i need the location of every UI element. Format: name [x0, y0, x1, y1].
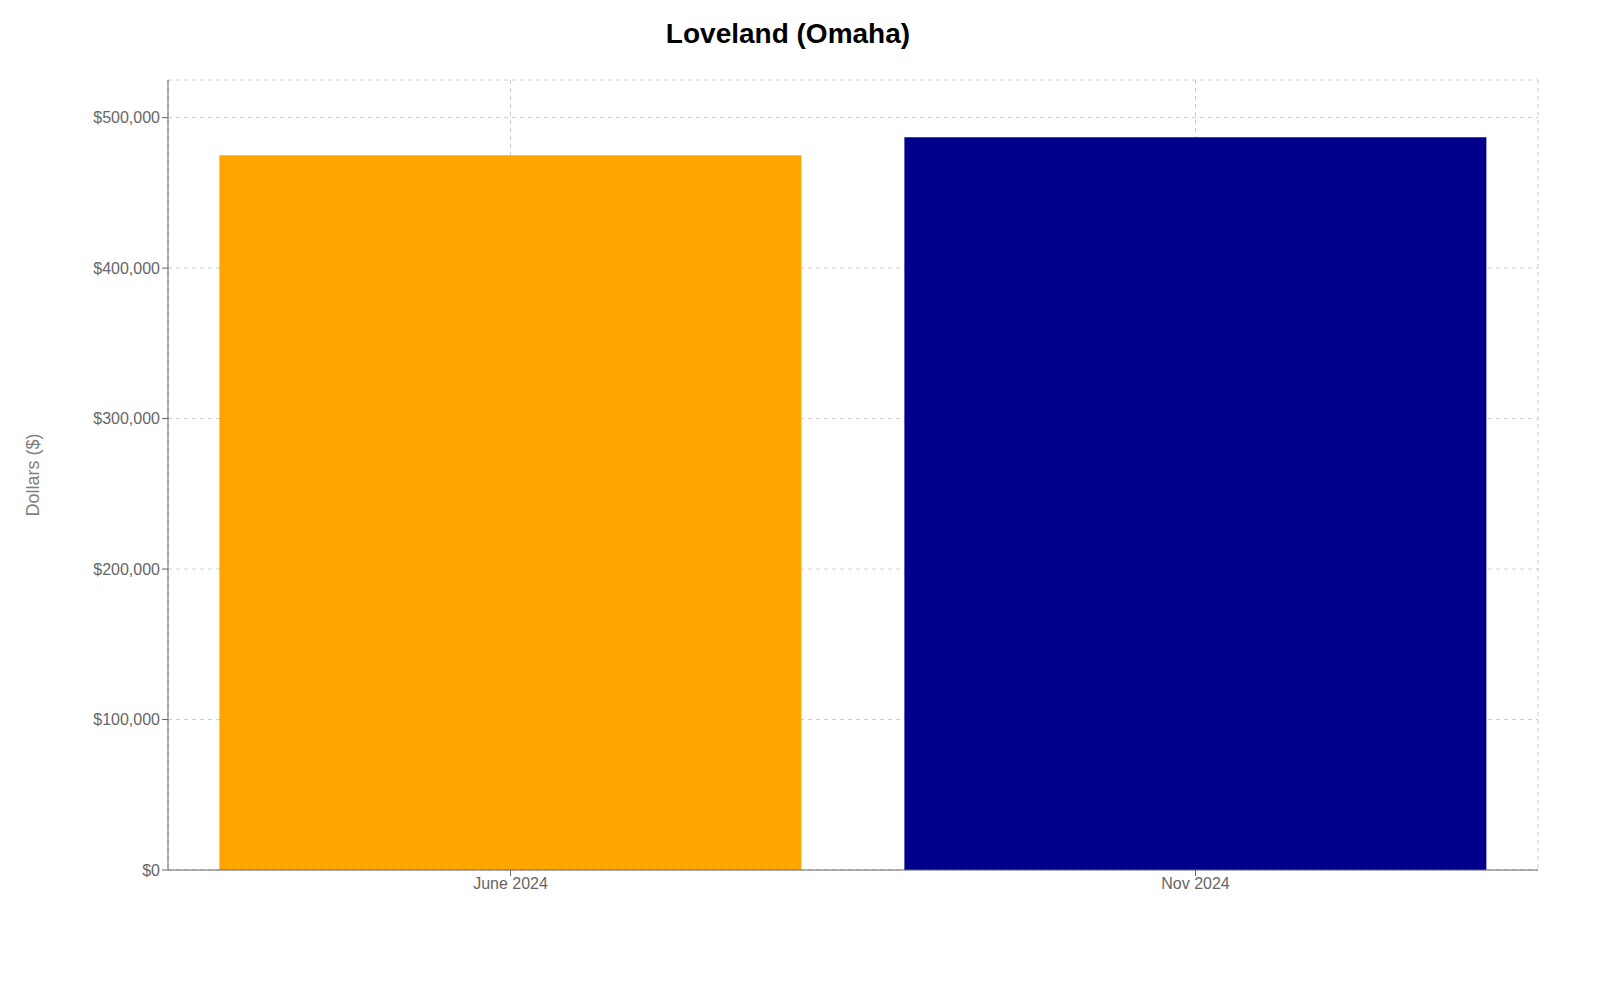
- svg-text:Nov 2024: Nov 2024: [1161, 875, 1230, 892]
- svg-text:Dollars ($): Dollars ($): [23, 433, 43, 516]
- svg-text:June 2024: June 2024: [473, 875, 548, 892]
- svg-text:$200,000: $200,000: [93, 561, 160, 578]
- svg-text:$400,000: $400,000: [93, 260, 160, 277]
- svg-text:$500,000: $500,000: [93, 109, 160, 126]
- svg-text:$300,000: $300,000: [93, 410, 160, 427]
- html-text:Loveland (Omaha): Loveland (Omaha): [665, 18, 911, 49]
- svg-text:$100,000: $100,000: [93, 711, 160, 728]
- svg-text:$0: $0: [142, 862, 160, 879]
